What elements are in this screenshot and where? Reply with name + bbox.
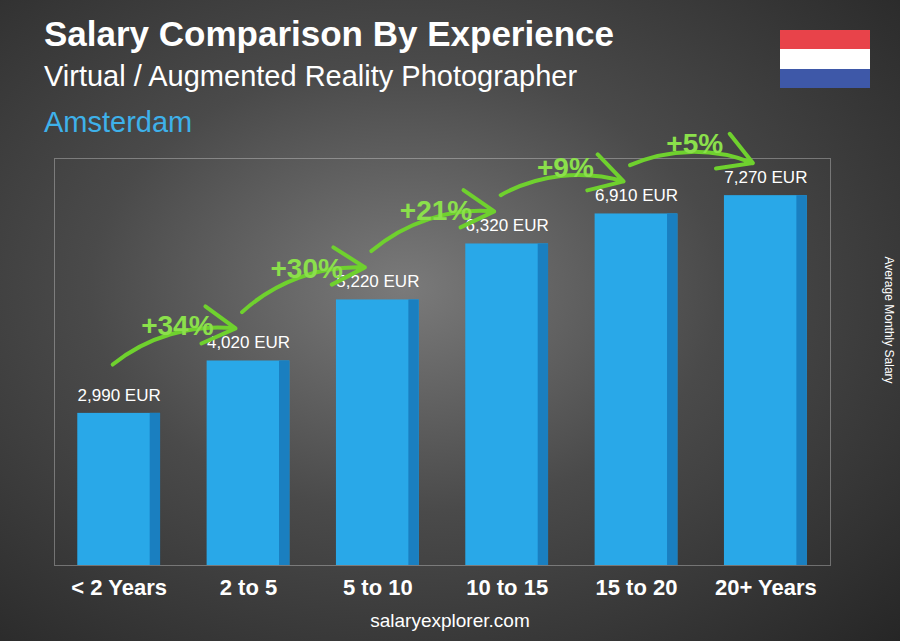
- html-text:Amsterdam: Amsterdam: [44, 106, 193, 138]
- html-text:Virtual / Augmented Reality Ph: Virtual / Augmented Reality Photographer: [44, 60, 578, 92]
- svg-text:+5%: +5%: [666, 128, 723, 159]
- html-text:salaryexplorer.com: salaryexplorer.com: [370, 610, 530, 631]
- svg-text:20+ Years: 20+ Years: [715, 575, 817, 600]
- svg-text:10 to 15: 10 to 15: [466, 575, 548, 600]
- svg-text:+34%: +34%: [141, 310, 213, 341]
- svg-text:6,910 EUR: 6,910 EUR: [595, 186, 678, 205]
- svg-text:7,270 EUR: 7,270 EUR: [724, 168, 807, 187]
- svg-text:2 to 5: 2 to 5: [220, 575, 277, 600]
- html-text:Average Monthly Salary: Average Monthly Salary: [882, 256, 896, 384]
- svg-text:6,320 EUR: 6,320 EUR: [465, 216, 549, 236]
- svg-text:5 to 10: 5 to 10: [343, 575, 413, 600]
- svg-text:15 to 20: 15 to 20: [596, 575, 678, 600]
- svg-text:2,990 EUR: 2,990 EUR: [78, 386, 161, 405]
- svg-text:< 2 Years: < 2 Years: [71, 575, 167, 600]
- svg-text:+21%: +21%: [400, 195, 472, 226]
- svg-text:5,220 EUR: 5,220 EUR: [336, 272, 420, 292]
- html-text:Salary Comparison By Experienc: Salary Comparison By Experience: [44, 14, 614, 53]
- svg-text:4,020 EUR: 4,020 EUR: [206, 333, 291, 353]
- svg-text:+9%: +9%: [537, 152, 594, 183]
- svg-text:+30%: +30%: [270, 253, 342, 284]
